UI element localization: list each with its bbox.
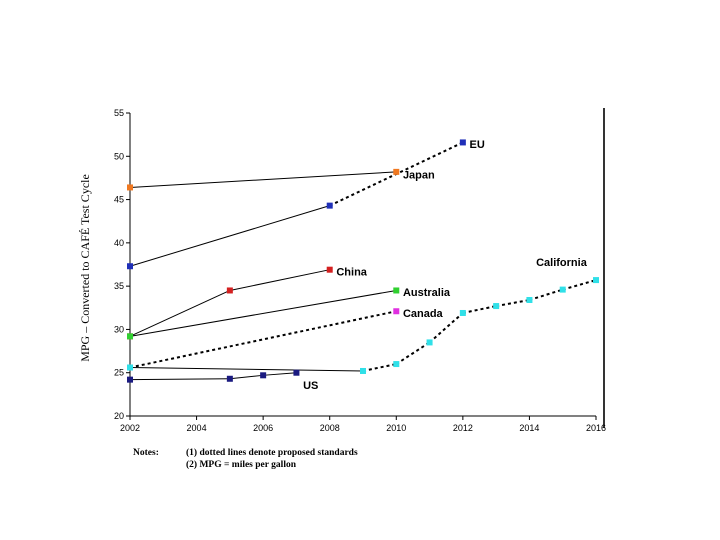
california-marker [493,303,500,310]
china-segment [229,269,330,291]
us-segment [263,372,297,376]
y-tick-label: 45 [114,195,124,205]
series-markers [127,139,599,383]
y-axis-label: MPG – Converted to CAFÉ Test Cycle [78,174,92,362]
x-tick-label: 2016 [586,423,606,433]
california-label: California [536,257,588,269]
axes: 20 25 30 35 40 45 50 55 2002 2004 2006 2008 2010 2012… [114,108,606,433]
china-segment [129,290,231,337]
china-marker [326,266,333,273]
us-segment [129,378,230,381]
eu-marker [326,202,333,209]
us-marker [260,372,267,379]
x-tick-label: 2014 [519,423,539,433]
california-marker [459,309,466,316]
us-marker [226,375,233,382]
us-marker [127,376,133,383]
series-lines [129,141,597,381]
california-marker [559,286,566,293]
california-marker [127,364,133,371]
x-tick-label: 2006 [253,423,273,433]
eu-marker [459,139,466,146]
japan-segment [129,171,397,188]
australia-segment [129,289,397,337]
japan-marker [127,184,133,191]
series-labels: EU Japan China Australia Canada California US [303,139,588,392]
x-tick-label: 2004 [187,423,207,433]
china-marker [226,287,233,294]
california-segment [129,367,364,372]
california-marker [393,361,400,368]
canada-marker [393,308,400,315]
x-tick-label: 2010 [386,423,406,433]
y-tick-label: 30 [114,324,124,334]
eu-label: EU [470,139,485,151]
y-tick-label: 35 [114,281,124,291]
note-line-1: (1) dotted lines denote proposed standar… [186,448,358,458]
x-tick-label: 2012 [453,423,473,433]
california-segment [495,299,530,308]
x-tick-label: 2002 [120,423,140,433]
australia-label: Australia [403,287,451,299]
japan-marker [393,168,400,175]
canada-label: Canada [403,308,444,320]
australia-marker [127,333,133,340]
notes-title: Notes: [133,448,159,458]
us-marker [293,369,300,376]
california-marker [360,367,366,374]
note-line-2: (2) MPG = miles per gallon [186,460,296,470]
y-tick-label: 25 [114,368,124,378]
australia-marker [393,287,400,294]
california-marker [526,296,533,303]
y-tick-label: 40 [114,238,124,248]
china-label: China [336,266,367,278]
x-tick-label: 2008 [320,423,340,433]
california-marker [593,277,599,284]
california-segment [529,288,564,301]
us-label: US [303,380,318,392]
eu-segment [129,205,330,267]
california-segment [395,341,431,365]
california-segment [428,312,464,344]
y-tick-label: 50 [114,151,124,161]
california-marker [426,339,433,346]
y-tick-label: 55 [114,108,124,118]
california-segment [562,279,597,291]
us-segment [229,374,264,380]
y-tick-label: 20 [114,411,124,421]
japan-label: Japan [403,169,435,181]
california-segment [362,363,397,372]
california-segment [462,305,497,314]
canada-segment [129,310,397,369]
eu-marker [127,263,133,270]
